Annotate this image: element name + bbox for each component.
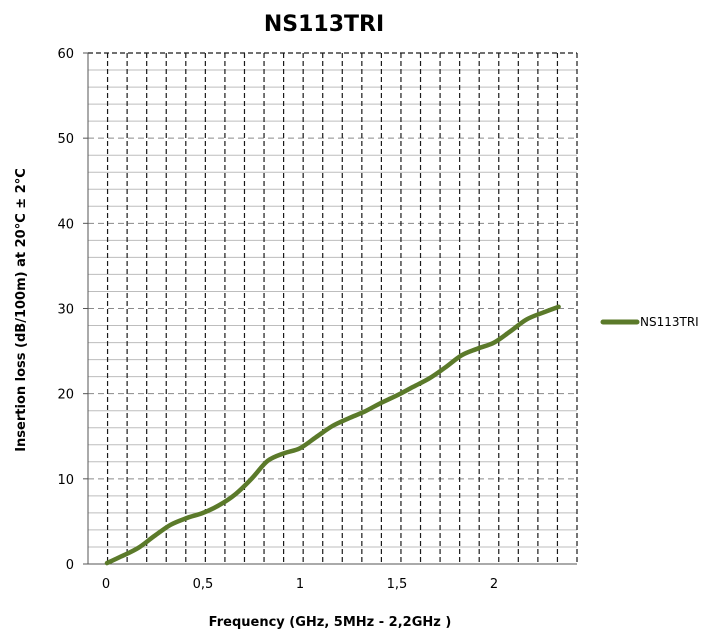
x-tick-label: 0 <box>102 577 110 592</box>
series-lines <box>104 304 561 566</box>
y-tick-label: 20 <box>57 388 74 403</box>
x-tick-label: 2 <box>490 577 498 592</box>
x-tick-label: 1,5 <box>387 577 408 592</box>
plot-area: 0 10 20 30 40 50 60 0 0,5 1 1,5 2 <box>57 47 578 592</box>
legend-label-ns113tri: NS113TRI <box>640 315 699 329</box>
x-axis-label: Frequency (GHz, 5MHz - 2,2GHz ) <box>209 615 452 630</box>
x-tick-label: 0,5 <box>193 577 214 592</box>
y-tick-label: 30 <box>57 303 74 318</box>
y-tick-label: 10 <box>57 473 74 488</box>
y-tick-label: 0 <box>66 558 74 573</box>
y-tick-label: 60 <box>57 47 74 62</box>
grid-lines <box>88 53 577 564</box>
series-line-ns113tri <box>104 304 561 566</box>
y-tick-label: 40 <box>57 217 74 232</box>
y-axis-label: Insertion loss (dB/100m) at 20°C ± 2°C <box>14 168 29 452</box>
legend: NS113TRI <box>600 315 699 329</box>
tick-labels: 0 10 20 30 40 50 60 0 0,5 1 1,5 2 <box>57 47 498 592</box>
chart-title: NS113TRI <box>264 12 384 37</box>
y-tick-label: 50 <box>57 132 74 147</box>
x-tick-label: 1 <box>296 577 304 592</box>
